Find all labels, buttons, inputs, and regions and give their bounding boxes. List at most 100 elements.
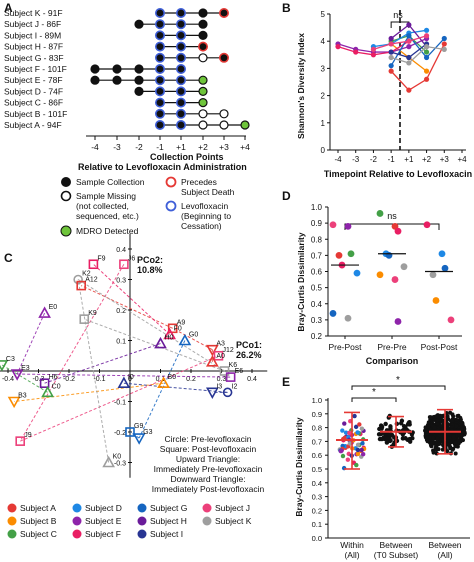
bc-point: [454, 417, 459, 422]
pcoa-plot: -0.5-0.4-0.3-0.2-0.100.10.20.30.40.40.30…: [0, 233, 268, 478]
point-label: A12: [85, 277, 98, 284]
cat-all-2: (All): [437, 550, 452, 560]
bc-point: [438, 413, 443, 418]
series-point: [335, 44, 341, 50]
diversity-ns: ns: [393, 10, 403, 20]
pco2-value: 10.8%: [137, 265, 163, 275]
bc-point: [355, 430, 360, 435]
sample-marker: [90, 64, 100, 74]
series-point: [406, 38, 412, 44]
bc-point: [360, 441, 365, 446]
pair-point: [447, 316, 455, 324]
legend-sample-collection: Sample Collection: [76, 177, 145, 187]
trajectory-line: [138, 340, 186, 439]
subject-legend-swatch: [7, 529, 17, 539]
pair-point: [329, 221, 337, 229]
series-point: [370, 46, 377, 52]
pco2-label: PCo2:: [137, 255, 163, 265]
bc-point: [400, 432, 406, 437]
legend-death-1: Precedes: [181, 177, 217, 187]
subject-legend-swatch: [137, 516, 147, 526]
legend-levo-1: Levofloxacin: [181, 201, 229, 211]
pair-point: [344, 314, 352, 322]
levo-ring: [155, 30, 166, 41]
panel-b-label: B: [282, 1, 291, 15]
pco1-tick-label: 0.1: [156, 376, 166, 383]
bc-point: [454, 424, 459, 429]
y-tick-label: 0.5: [311, 284, 323, 293]
point-post-immediate: [205, 387, 219, 399]
pco1-tick-label: 0.4: [247, 376, 257, 383]
bc-point: [409, 432, 415, 437]
y-tick-label: 0.6: [312, 451, 322, 460]
pco2-tick-label: 0.3: [116, 278, 126, 285]
y-tick-label: 1.0: [311, 203, 323, 212]
trajectory-line: [77, 279, 225, 372]
series-point: [406, 87, 412, 93]
point-pre-immediate: [154, 336, 167, 349]
y-tick-label: 1: [321, 119, 326, 128]
point-label: G3: [143, 429, 152, 436]
levo-ring: [176, 8, 187, 18]
timeline-tick-label: +2: [198, 142, 208, 152]
cat-within-2: (All): [344, 550, 359, 560]
trajectory-line: [16, 312, 46, 375]
subject-row-label: Subject H - 87F: [4, 42, 63, 52]
bc-point: [435, 436, 440, 441]
note-line-4: Immediately Pre-levofloxacin: [154, 464, 263, 474]
point-post: [213, 350, 224, 361]
pair-point: [335, 251, 343, 259]
sig-star-2: *: [396, 375, 400, 386]
bc-ylabel: Bray-Curtis Dissimilarity: [294, 417, 304, 516]
bc-point: [342, 421, 347, 426]
subject-row-label: Subject J - 86F: [4, 19, 61, 29]
pair-point: [394, 318, 402, 325]
series-point: [388, 49, 394, 55]
bc-point: [357, 422, 362, 427]
point-pre-immediate: [157, 376, 170, 388]
pco1-tick-label: 0.3: [217, 376, 227, 383]
subject-legend-label: Subject A: [20, 503, 56, 513]
levo-ring: [155, 41, 166, 52]
timeline-tick-label: +1: [176, 142, 186, 152]
point-post-immediate: [10, 369, 24, 381]
series-point: [388, 63, 394, 69]
subject-legend-label: Subject D: [85, 503, 122, 513]
trajectory-line: [77, 279, 110, 463]
point-label: C0: [52, 383, 61, 390]
subject-legend-swatch: [137, 529, 147, 539]
point-pre-immediate: [102, 455, 116, 468]
sample-marker: [134, 64, 144, 74]
panel-b: B 0 1 2 3 4 5 -4 -3 -2 -1 +1 +2 +3 +4 Shannon's Diver…: [282, 1, 472, 179]
point-post: [167, 323, 178, 334]
point-label: G9: [134, 423, 143, 430]
series-line: [337, 37, 427, 53]
series-point: [441, 41, 447, 47]
sample-marker: [198, 86, 208, 97]
point-label: E0: [49, 304, 58, 311]
pcoa-shape-note: Circle: Pre-levofloxacin Square: Post-le…: [152, 434, 265, 494]
timeline-xlabel-1: Collection Points: [150, 152, 224, 162]
bc-point: [438, 424, 443, 429]
bc-point: [434, 447, 439, 452]
bc-point: [388, 438, 393, 443]
trajectory-line: [20, 355, 219, 442]
point-post: [225, 372, 236, 382]
pair-point: [376, 210, 384, 217]
y-tick-label: 2: [321, 92, 326, 101]
sample-marker: [134, 86, 144, 97]
trajectory-line: [80, 285, 173, 329]
point-post: [15, 436, 26, 446]
subject-legend-swatch: [7, 503, 17, 513]
note-line-6: Immediately Post-levofloxacin: [152, 484, 265, 494]
x-tick-label: -3: [352, 155, 360, 164]
y-tick-label: 0.4: [312, 479, 322, 488]
series-point: [388, 68, 394, 74]
point-label: F9: [97, 255, 105, 262]
pair-point: [441, 264, 449, 272]
bc-point: [445, 438, 450, 443]
bc-point: [402, 427, 408, 432]
sample-marker: [198, 8, 208, 18]
